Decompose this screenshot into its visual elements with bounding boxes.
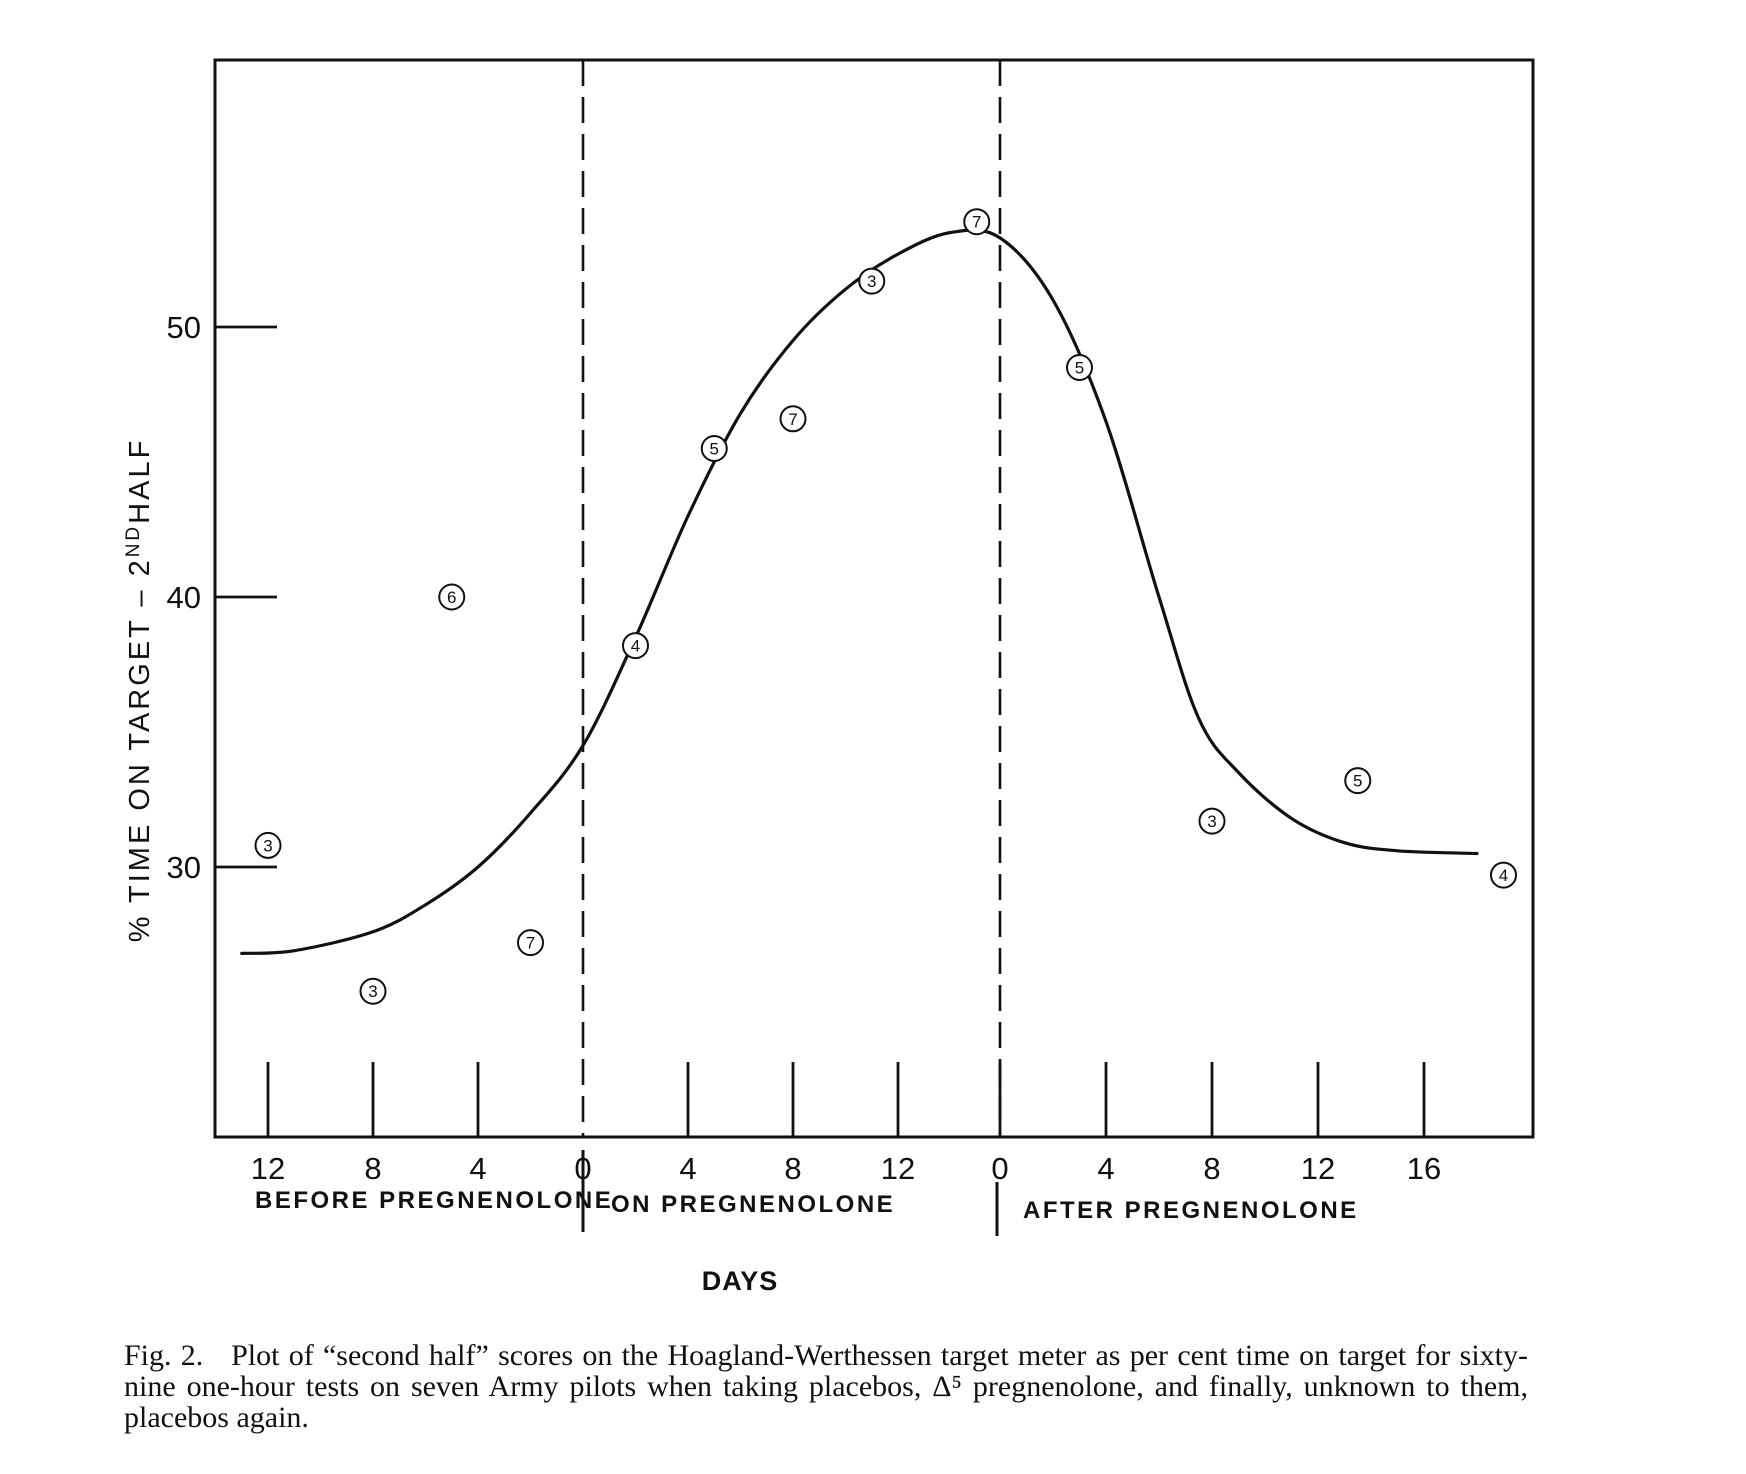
data-point: 4 bbox=[622, 632, 649, 660]
data-point: 3 bbox=[359, 977, 387, 1005]
figure-caption: Fig. 2. Plot of “second half” scores on … bbox=[124, 1340, 1528, 1433]
data-point-label: 4 bbox=[631, 637, 640, 656]
x-tick-label-phase1-12: 12 bbox=[881, 1151, 915, 1186]
plot-frame bbox=[213, 58, 1535, 1139]
data-point: 7 bbox=[517, 929, 544, 957]
y-tick-label-50: 50 bbox=[167, 310, 201, 345]
data-point-marker bbox=[622, 632, 649, 660]
data-point-marker bbox=[1066, 354, 1093, 381]
y-axis-title-end: HALF bbox=[124, 438, 156, 524]
data-point-marker bbox=[517, 929, 544, 957]
data-point-label: 7 bbox=[788, 410, 797, 429]
x-tick-label-phase2-16: 16 bbox=[1407, 1151, 1441, 1186]
caption-text: Plot of “second half” scores on the Hoag… bbox=[124, 1339, 1528, 1434]
x-axis: 12 8 4 0 4 8 12 0 4 8 12 16 bbox=[251, 1062, 1441, 1186]
data-point: 5 bbox=[700, 435, 728, 462]
data-point-label: 5 bbox=[710, 440, 719, 459]
phase-label-after: AFTER PREGNENOLONE bbox=[1023, 1197, 1359, 1224]
data-point: 6 bbox=[438, 583, 466, 611]
data-point: 5 bbox=[1066, 354, 1093, 381]
data-point-marker bbox=[438, 583, 466, 611]
data-point-label: 4 bbox=[1499, 866, 1508, 885]
x-tick-label-phase0-0: 0 bbox=[574, 1151, 591, 1186]
data-point-label: 6 bbox=[447, 588, 456, 607]
phase-label-before: BEFORE PREGNENOLONE bbox=[255, 1187, 613, 1214]
data-point-marker bbox=[359, 977, 387, 1005]
x-tick-label-phase0-4: 4 bbox=[469, 1151, 486, 1186]
x-tick-label-phase1-4: 4 bbox=[679, 1151, 696, 1186]
data-point: 3 bbox=[858, 267, 886, 295]
y-tick-label-30: 30 bbox=[167, 850, 201, 885]
data-point-label: 3 bbox=[368, 982, 377, 1001]
data-point: 5 bbox=[1344, 767, 1372, 795]
data-point-label: 7 bbox=[972, 213, 981, 232]
x-tick-label-phase0-12: 12 bbox=[251, 1151, 285, 1186]
data-point-marker bbox=[1490, 861, 1517, 889]
x-tick-label-phase2-4: 4 bbox=[1097, 1151, 1114, 1186]
x-tick-label-phase2-8: 8 bbox=[1203, 1151, 1220, 1186]
data-points-layer: 3 3 6 7 4 5 7 3 7 5 3 5 4 bbox=[254, 208, 1517, 1005]
data-point: 3 bbox=[254, 831, 282, 859]
fitted-curve bbox=[240, 228, 1479, 955]
data-point-marker bbox=[1344, 767, 1372, 795]
data-point-label: 7 bbox=[526, 934, 535, 953]
y-tick-label-40: 40 bbox=[167, 580, 201, 615]
x-tick-label-phase1-8: 8 bbox=[784, 1151, 801, 1186]
data-point-label: 3 bbox=[263, 836, 272, 855]
data-point: 7 bbox=[963, 208, 991, 236]
x-axis-title: DAYS bbox=[702, 1266, 779, 1296]
fitted-curve-layer bbox=[240, 228, 1479, 955]
data-point-marker bbox=[1198, 807, 1226, 835]
phase-label-on: ON PREGNENOLONE bbox=[611, 1191, 895, 1218]
y-axis-title-main: % TIME ON TARGET – 2 bbox=[124, 557, 156, 942]
data-point-label: 3 bbox=[867, 272, 876, 291]
data-point-marker bbox=[779, 405, 807, 433]
data-point-marker bbox=[963, 208, 991, 236]
data-point-marker bbox=[858, 267, 886, 295]
data-point: 7 bbox=[779, 405, 807, 433]
data-point-label: 5 bbox=[1353, 772, 1362, 791]
x-tick-label-phase2-12: 12 bbox=[1301, 1151, 1335, 1186]
data-point-label: 3 bbox=[1207, 812, 1216, 831]
data-point-marker bbox=[700, 435, 728, 462]
y-axis: 30 40 50 bbox=[167, 310, 277, 885]
data-point-marker bbox=[254, 831, 282, 859]
y-axis-title-superscript: ND bbox=[123, 524, 144, 557]
data-point-label: 5 bbox=[1075, 359, 1084, 378]
data-point: 3 bbox=[1198, 807, 1226, 835]
x-tick-label-phase0-8: 8 bbox=[364, 1151, 381, 1186]
x-tick-label-phase2-0: 0 bbox=[991, 1151, 1008, 1186]
caption-fig-label: Fig. 2. bbox=[124, 1339, 204, 1372]
data-point: 4 bbox=[1490, 861, 1517, 889]
y-axis-title: % TIME ON TARGET – 2NDHALF bbox=[123, 438, 156, 943]
